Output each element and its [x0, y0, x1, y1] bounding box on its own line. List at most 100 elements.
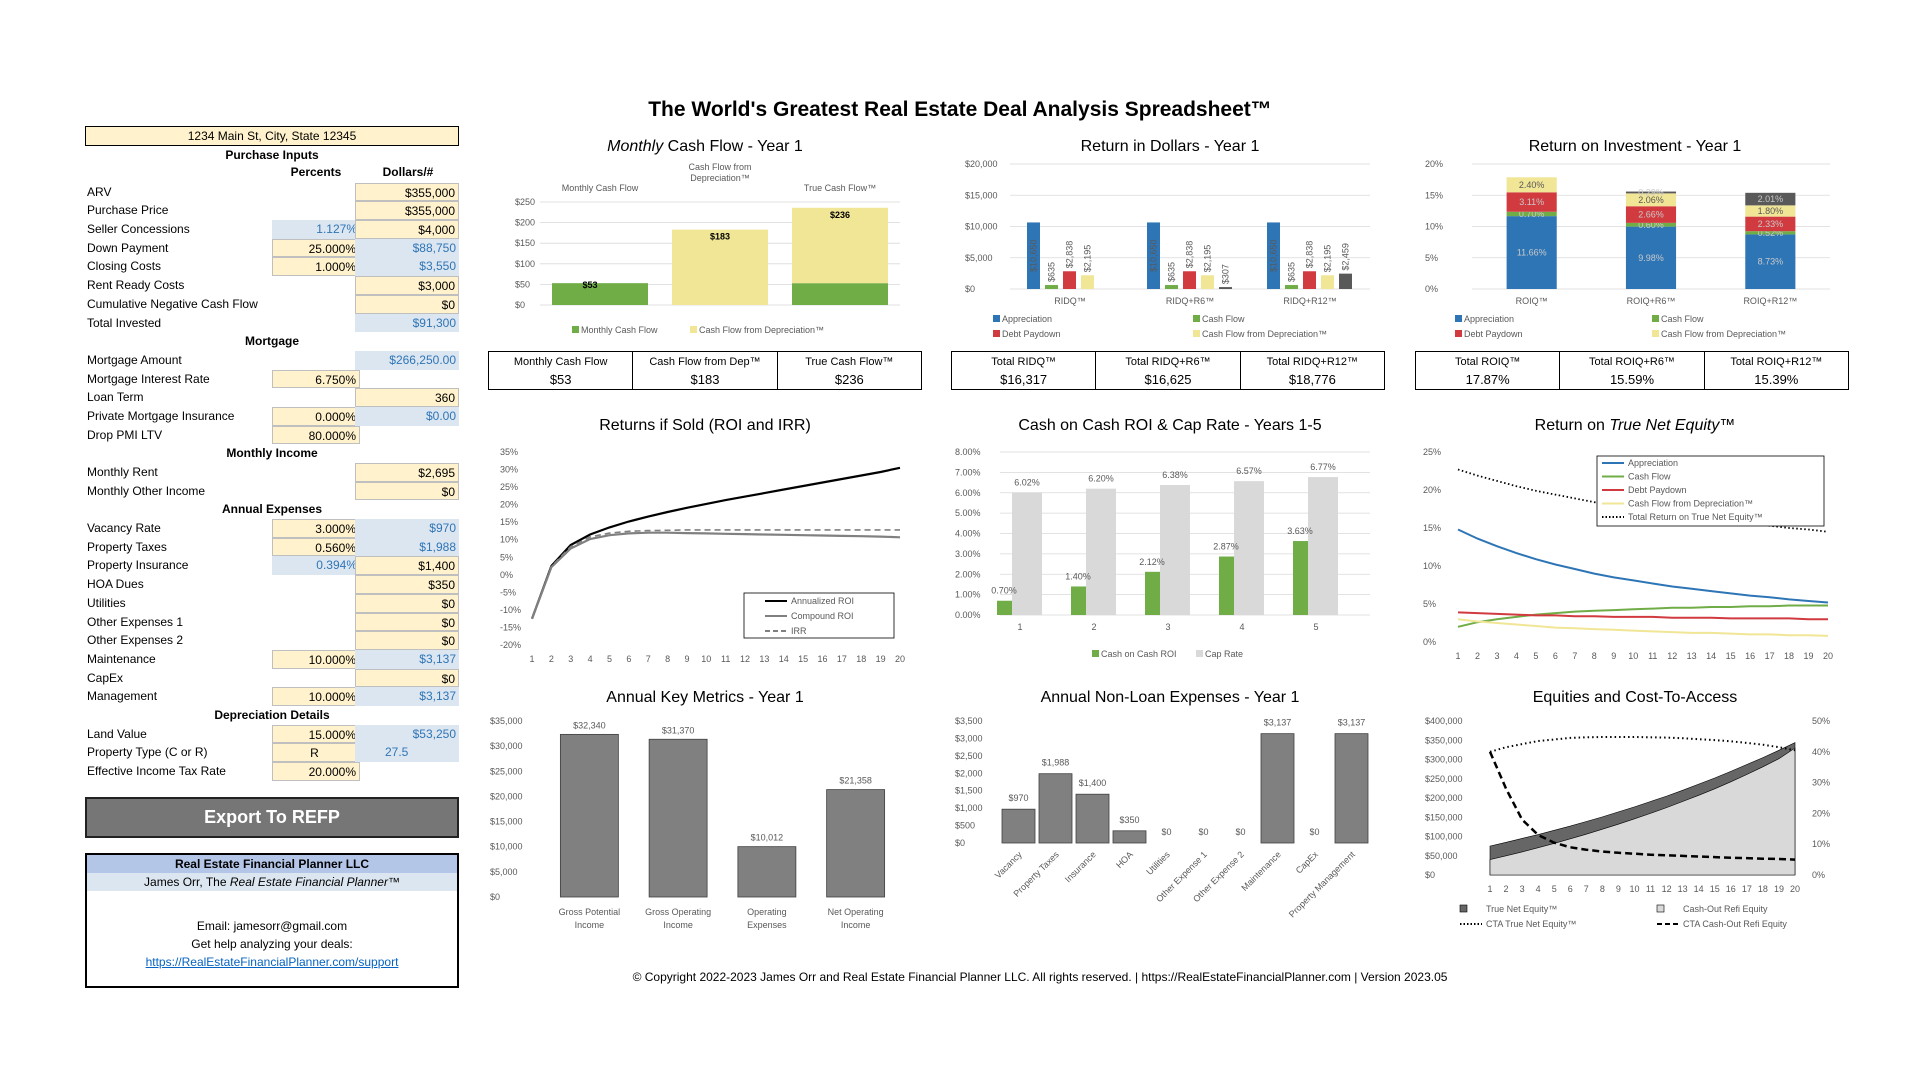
row-label: ARV — [87, 184, 112, 199]
x-tick-label: 12 — [740, 654, 750, 664]
summary-label: Total ROIQ+R12™ — [1730, 356, 1823, 368]
data-label: $635 — [1287, 262, 1297, 282]
legend-label: Appreciation — [1002, 314, 1052, 324]
y2-tick-label: 40% — [1812, 747, 1830, 757]
export-to-refp-button[interactable]: Export To REFP — [85, 797, 459, 838]
summary-value: 15.59% — [1609, 372, 1655, 387]
data-label: $2,838 — [1065, 241, 1075, 269]
percent-cell[interactable]: 20.000% — [272, 762, 360, 781]
row-label: Vacancy Rate — [87, 521, 161, 536]
y-tick-label: $1,500 — [955, 786, 983, 796]
y-tick-label: $0 — [490, 892, 500, 902]
bar-extra — [1339, 273, 1352, 289]
input-row-property-insurance: Property Insurance 0.394% $1,400 — [85, 556, 459, 576]
dollar-cell[interactable]: $0 — [355, 481, 459, 501]
address-field[interactable]: 1234 Main St, City, State 12345 — [85, 126, 459, 146]
y-tick-label: 5% — [500, 552, 513, 562]
category-label: True Cash Flow™ — [804, 183, 876, 193]
y-tick-label: $100 — [515, 259, 535, 269]
percent-cell[interactable]: 80.000% — [272, 425, 360, 445]
chart-title-annual-key-metrics: Annual Key Metrics - Year 1 — [606, 689, 804, 706]
percent-cell[interactable]: 25.000% — [272, 238, 360, 258]
data-label: 8.73% — [1758, 257, 1784, 267]
dollar-cell[interactable]: $355,000 — [355, 182, 459, 202]
category-label: HOA — [1114, 849, 1135, 870]
category-label: ROIQ+R6™ — [1627, 296, 1676, 306]
data-label: $0 — [1309, 827, 1319, 837]
input-row-effective-income-tax-rate: Effective Income Tax Rate 20.000% — [85, 762, 459, 781]
dollar-cell[interactable]: $4,000 — [355, 220, 459, 239]
percent-cell[interactable]: 1.000% — [272, 257, 360, 277]
data-label: 2.87% — [1213, 542, 1239, 552]
percent-cell: 0.394% — [272, 556, 360, 576]
x-tick-label: 3 — [1165, 622, 1170, 632]
row-label: Closing Costs — [87, 259, 162, 274]
dollar-cell[interactable]: $0 — [355, 612, 459, 632]
category-label: Utilities — [1144, 849, 1172, 877]
dollar-cell[interactable]: $2,695 — [355, 463, 459, 482]
y-tick-label: 15% — [500, 517, 518, 527]
bar-cap-rate — [1160, 485, 1190, 615]
data-label: 6.57% — [1236, 466, 1262, 476]
percent-cell[interactable]: 3.000% — [272, 519, 360, 538]
percent-cell[interactable]: 10.000% — [272, 649, 360, 669]
x-tick-label: 2 — [549, 654, 554, 664]
dollar-cell[interactable]: $350 — [355, 575, 459, 594]
percent-cell[interactable]: 6.750% — [272, 369, 360, 389]
percent-cell[interactable]: 0.000% — [272, 406, 360, 426]
percent-cell[interactable]: R — [272, 743, 360, 762]
legend-label: Debt Paydown — [1628, 485, 1687, 495]
dollar-cell[interactable]: $3,000 — [355, 276, 459, 295]
dollar-cell: $1,988 — [355, 537, 459, 557]
category-label: Property Management — [1287, 849, 1357, 919]
dollar-cell[interactable]: $355,000 — [355, 201, 459, 221]
series-line-cta-true-net-equity — [1489, 736, 1796, 753]
support-link[interactable]: https://RealEstateFinancialPlanner.com/s… — [145, 955, 399, 969]
category-label: Operating — [747, 907, 787, 917]
dollar-cell[interactable]: $0 — [355, 631, 459, 650]
x-tick-label: 6 — [1568, 884, 1573, 894]
summary-value: $18,776 — [1288, 372, 1336, 387]
x-tick-label: 7 — [1572, 651, 1577, 661]
dollar-cell[interactable]: $0 — [355, 668, 459, 688]
percent-cell[interactable]: 0.560% — [272, 537, 360, 557]
data-label: 6.20% — [1088, 474, 1114, 484]
dollar-cell[interactable]: $0 — [355, 294, 459, 314]
y-tick-label: $10,000 — [490, 842, 523, 852]
category-label: ROIQ™ — [1516, 296, 1548, 306]
dollar-cell[interactable]: 360 — [355, 388, 459, 407]
dollar-cell[interactable]: $1,400 — [355, 556, 459, 576]
chart-title-return-in-dollars: Return in Dollars - Year 1 — [1080, 138, 1260, 155]
data-label: $32,340 — [573, 720, 606, 730]
y-tick-label: $35,000 — [490, 716, 523, 726]
percent-cell[interactable]: 15.000% — [272, 724, 360, 744]
row-label: Property Type (C or R) — [87, 745, 208, 760]
x-tick-label: 8 — [1592, 651, 1597, 661]
x-tick-label: 1 — [529, 654, 534, 664]
x-tick-label: 18 — [1758, 884, 1768, 894]
summary-value: $183 — [690, 372, 720, 387]
percent-cell[interactable]: 10.000% — [272, 687, 360, 706]
row-label: Monthly Other Income — [87, 483, 206, 498]
row-label: Cumulative Negative Cash Flow — [87, 296, 258, 311]
summary-cell: Total RIDQ+R6™ $16,625 — [1095, 352, 1239, 389]
x-tick-label: 2 — [1091, 622, 1096, 632]
bar-debt-paydown — [1506, 192, 1557, 212]
dollar-cell[interactable]: $0 — [355, 593, 459, 613]
data-label: $10,012 — [751, 833, 784, 843]
category-label: Income — [575, 920, 605, 930]
x-tick-label: 11 — [721, 654, 730, 664]
bar-cap-rate — [1012, 492, 1042, 615]
summary-label: Total ROIQ+R6™ — [1589, 356, 1675, 368]
bar-cash-on-cash-roi — [1219, 556, 1234, 615]
category-label: ROIQ+R12™ — [1743, 296, 1797, 306]
author-title: Real Estate Financial Planner™ — [229, 875, 400, 889]
bar-cash-on-cash-roi — [1293, 541, 1308, 615]
legend-label: Annualized ROI — [791, 596, 854, 606]
y-tick-label: $25,000 — [490, 766, 523, 776]
x-tick-label: 10 — [1629, 884, 1639, 894]
bar-cash-on-cash-roi — [997, 600, 1012, 615]
legend-swatch — [1652, 315, 1659, 322]
legend-swatch — [1652, 330, 1659, 337]
cash-flow-summary-table: Monthly Cash Flow $53 Cash Flow from Dep™… — [488, 351, 922, 390]
